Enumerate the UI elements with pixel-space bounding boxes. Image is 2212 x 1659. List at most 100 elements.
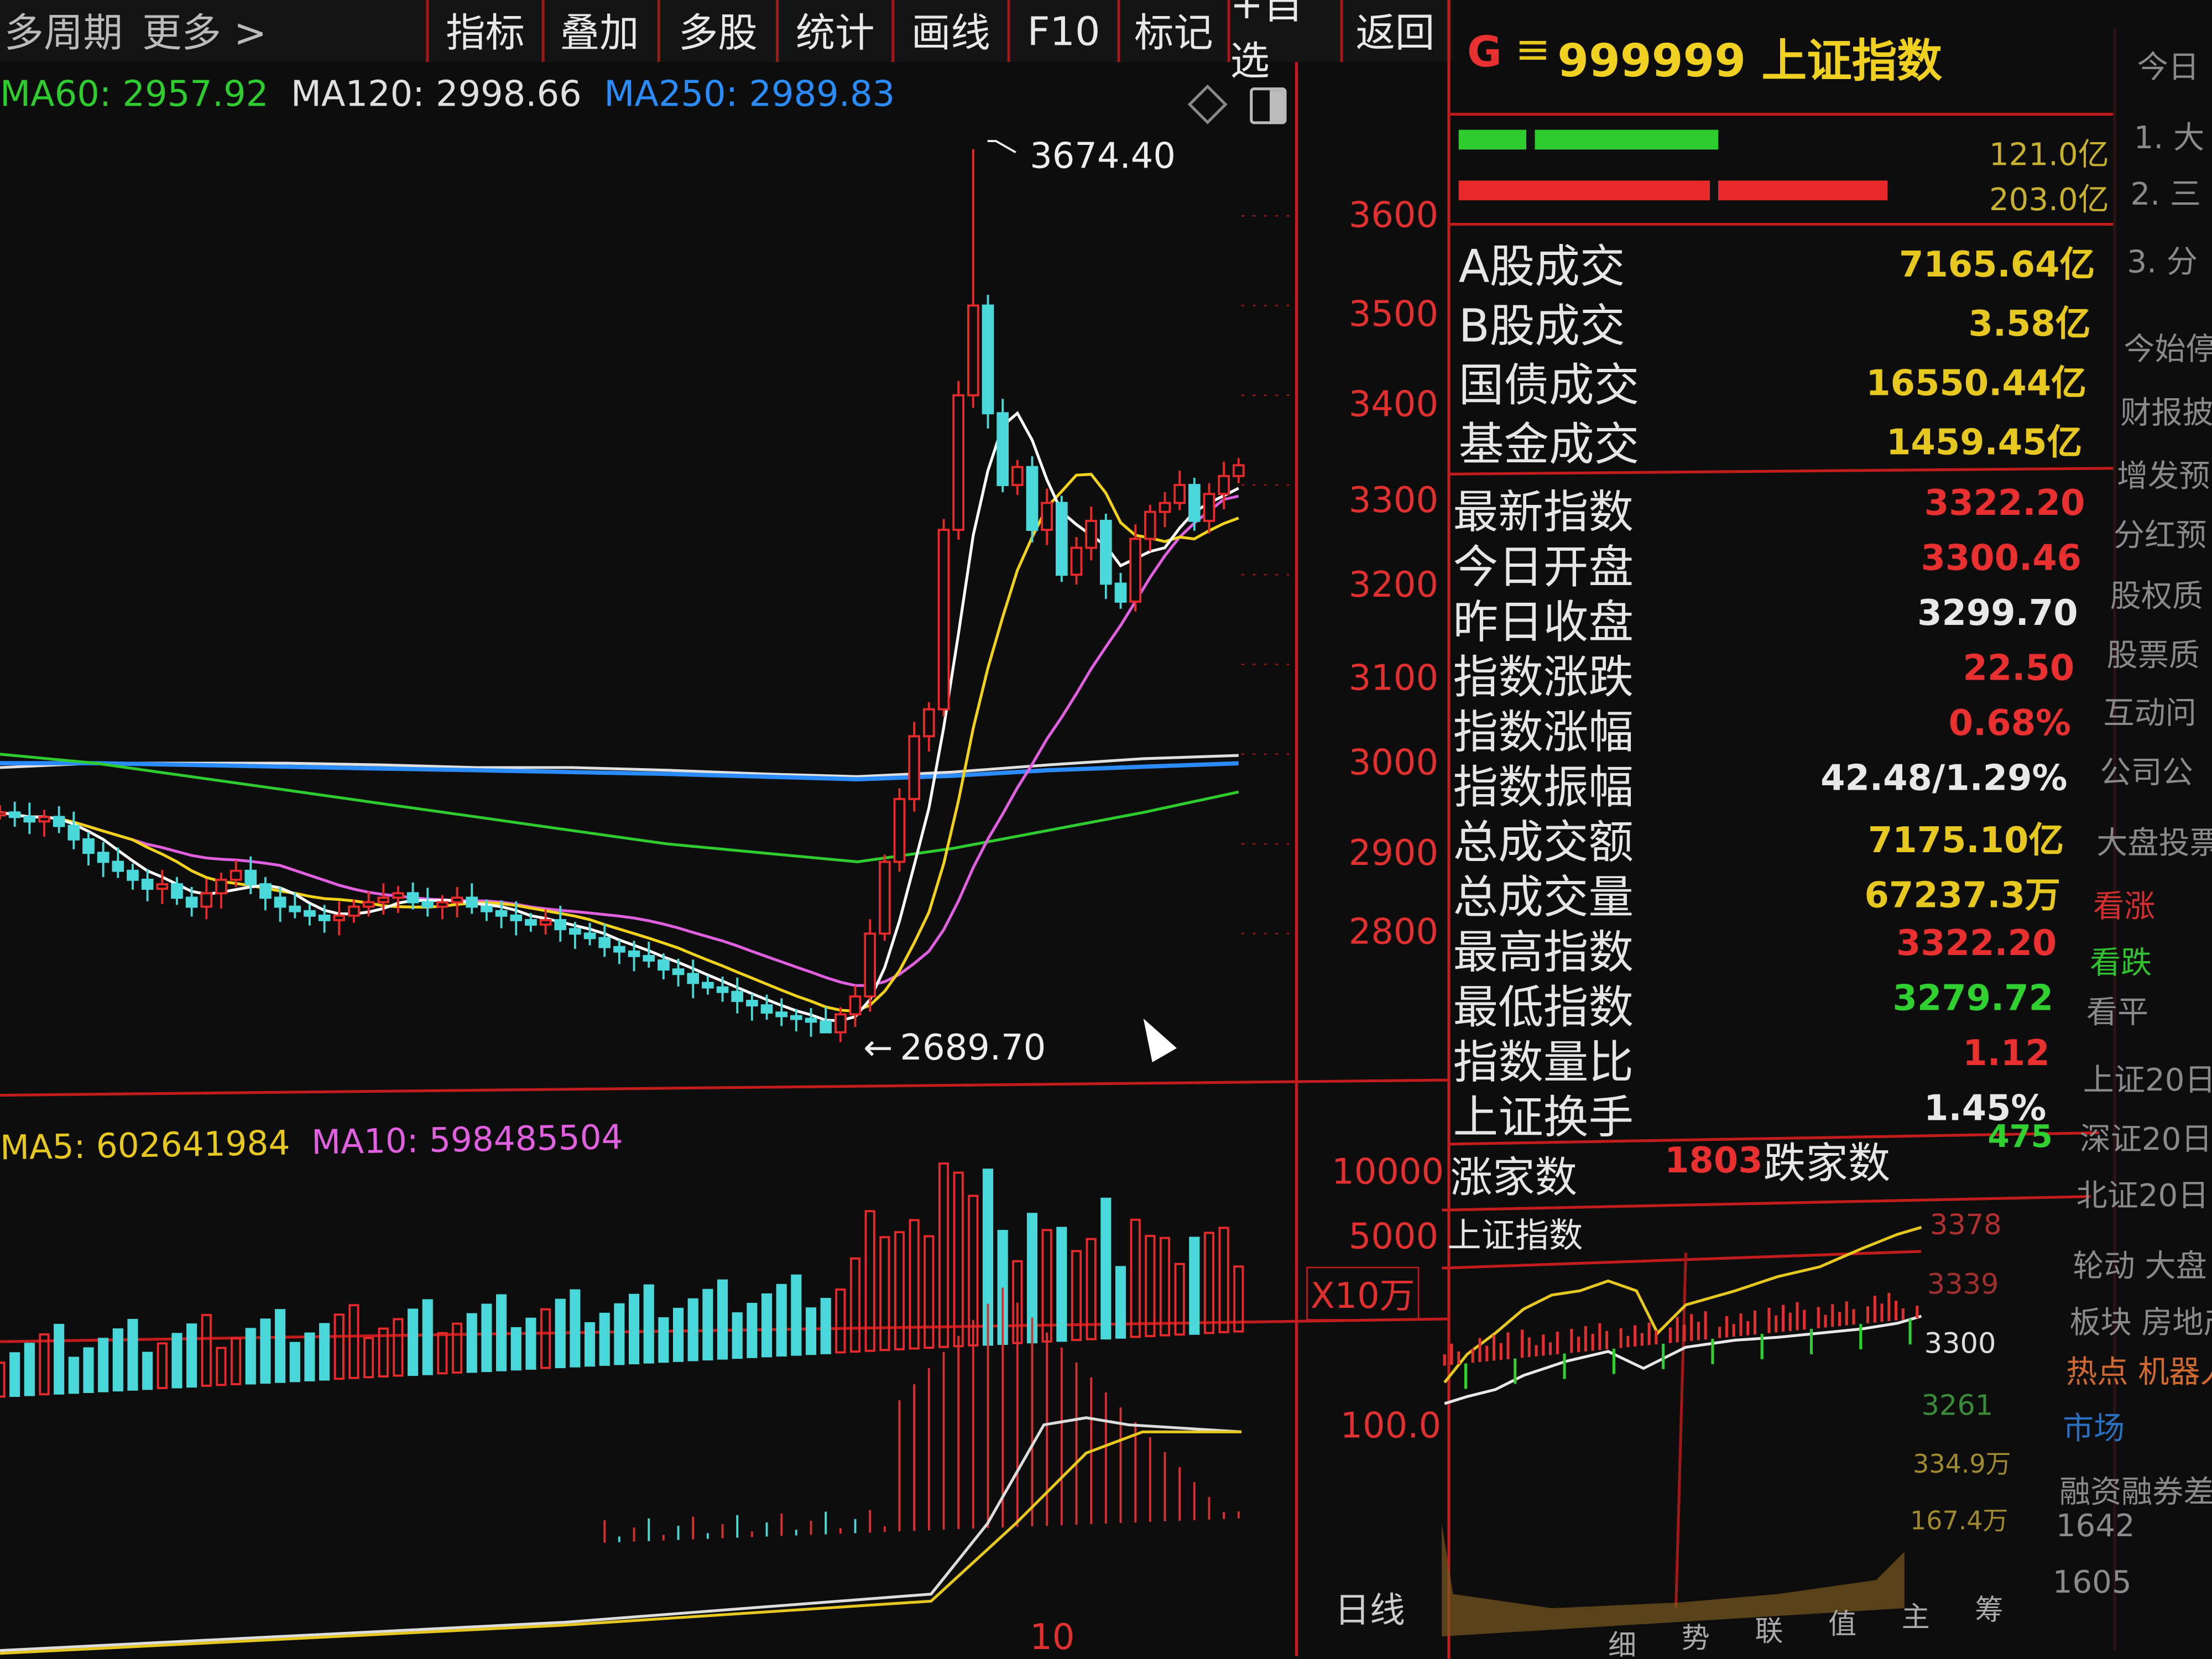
candle[interactable] [746,1000,758,1006]
sidebar-item[interactable]: 板块 房地产 [2069,1306,2212,1342]
candle[interactable] [834,1013,847,1034]
hamburger-icon[interactable]: ≡ [1515,25,1551,75]
candle[interactable] [997,412,1009,486]
intraday-tab[interactable]: 筹 [1975,1593,2004,1627]
candle[interactable] [554,919,567,931]
sidebar-item[interactable]: 财报披 [2120,396,2212,432]
candle[interactable] [569,928,581,935]
candle[interactable] [112,860,124,872]
sidebar-item[interactable]: 增发预 [2117,460,2210,495]
sidebar-item[interactable]: 2. 三 [2130,178,2201,213]
candle[interactable] [922,708,935,738]
candle[interactable] [628,950,640,957]
sidebar-item[interactable]: 大盘投票 [2096,826,2212,862]
candle[interactable] [97,852,109,863]
candle[interactable] [1114,582,1127,603]
candle[interactable] [481,905,493,912]
candle[interactable] [775,1011,788,1018]
sidebar-item[interactable]: 热点 机器人 [2066,1355,2212,1391]
sidebar-item[interactable]: 融资融券差额( [2059,1475,2212,1511]
period-label[interactable]: 日线 [1334,1589,1405,1631]
candle[interactable] [1070,546,1083,576]
period-button[interactable]: 多周期 [4,9,123,57]
candle[interactable] [967,304,979,397]
sidebar-item[interactable]: 公司公 [2100,756,2193,792]
sidebar-item[interactable]: 深证20日 [2079,1123,2212,1159]
indicator-button[interactable]: 指标 [426,0,545,62]
candle[interactable] [289,905,301,912]
candle[interactable] [244,869,257,885]
sidebar-item[interactable]: 1. 大 [2133,121,2205,157]
candle[interactable] [406,892,419,904]
candle[interactable] [82,838,95,854]
candle[interactable] [362,901,375,908]
sidebar-item[interactable]: 北证20日 [2076,1179,2209,1215]
intraday-tab[interactable]: 联 [1755,1614,1783,1648]
candle[interactable] [539,919,552,926]
mark-button[interactable]: 标记 [1120,0,1230,62]
candle[interactable] [820,1020,832,1034]
candle[interactable] [982,304,994,415]
candle[interactable] [451,896,463,904]
candle[interactable] [937,529,950,711]
candle[interactable] [598,937,611,948]
sidebar-item[interactable]: 今日 [2137,50,2200,86]
candle[interactable] [583,932,596,940]
candle[interactable] [1026,466,1039,531]
f10-button[interactable]: F10 [1010,0,1120,62]
candle[interactable] [318,914,331,921]
candle[interactable] [1041,502,1053,531]
candle[interactable] [805,1018,817,1023]
candle[interactable] [702,982,714,989]
kline-chart[interactable] [0,0,1295,1659]
candle[interactable] [171,883,183,899]
candle[interactable] [658,959,670,971]
candle[interactable] [348,905,360,917]
sidebar-item[interactable]: 股权质 [2110,580,2204,615]
candle[interactable] [893,797,906,863]
candle[interactable] [1203,493,1215,522]
candle[interactable] [908,735,921,800]
candle[interactable] [200,892,213,908]
candle[interactable] [38,816,50,823]
candle[interactable] [436,901,448,908]
sidebar-item[interactable]: 轮动 大盘 [2073,1250,2207,1285]
panel-toggle-icon[interactable] [1250,87,1287,124]
candle[interactable] [1218,474,1230,495]
candle[interactable] [156,883,169,890]
more-button[interactable]: 更多 > [142,9,267,57]
candle[interactable] [333,914,346,921]
candle[interactable] [672,968,685,975]
candle[interactable] [849,995,862,1016]
sidebar-item[interactable]: 市场 [2063,1412,2125,1448]
candle[interactable] [878,860,891,935]
candle[interactable] [23,816,36,823]
sidebar-item[interactable]: 今始停 [2124,333,2212,368]
sidebar-item[interactable]: 1642 [2056,1509,2135,1545]
sidebar-item[interactable]: 股票质 [2106,639,2200,675]
sidebar-item[interactable]: 看平 [2086,996,2149,1031]
candle[interactable] [731,990,744,1002]
candle[interactable] [274,896,286,908]
candle[interactable] [952,394,965,531]
candle[interactable] [8,811,21,818]
candle[interactable] [185,896,198,908]
overlay-button[interactable]: 叠加 [542,0,660,62]
sidebar-item[interactable]: 看跌 [2090,946,2152,982]
candle[interactable] [716,986,729,993]
draw-line-button[interactable]: 画线 [894,0,1010,62]
candle[interactable] [1159,502,1171,513]
candle[interactable] [864,932,877,998]
candle[interactable] [613,946,625,953]
candle[interactable] [377,896,390,904]
sidebar-item[interactable]: 互动问 [2103,697,2197,732]
sidebar-item[interactable]: 1605 [2052,1566,2132,1601]
sidebar-item[interactable]: 3. 分 [2127,245,2198,281]
candle[interactable] [421,901,434,908]
candle[interactable] [1129,538,1141,603]
intraday-tab[interactable]: 细 [1608,1627,1637,1659]
intraday-tab[interactable]: 势 [1681,1621,1710,1655]
candle[interactable] [304,910,316,917]
candle[interactable] [510,914,523,921]
